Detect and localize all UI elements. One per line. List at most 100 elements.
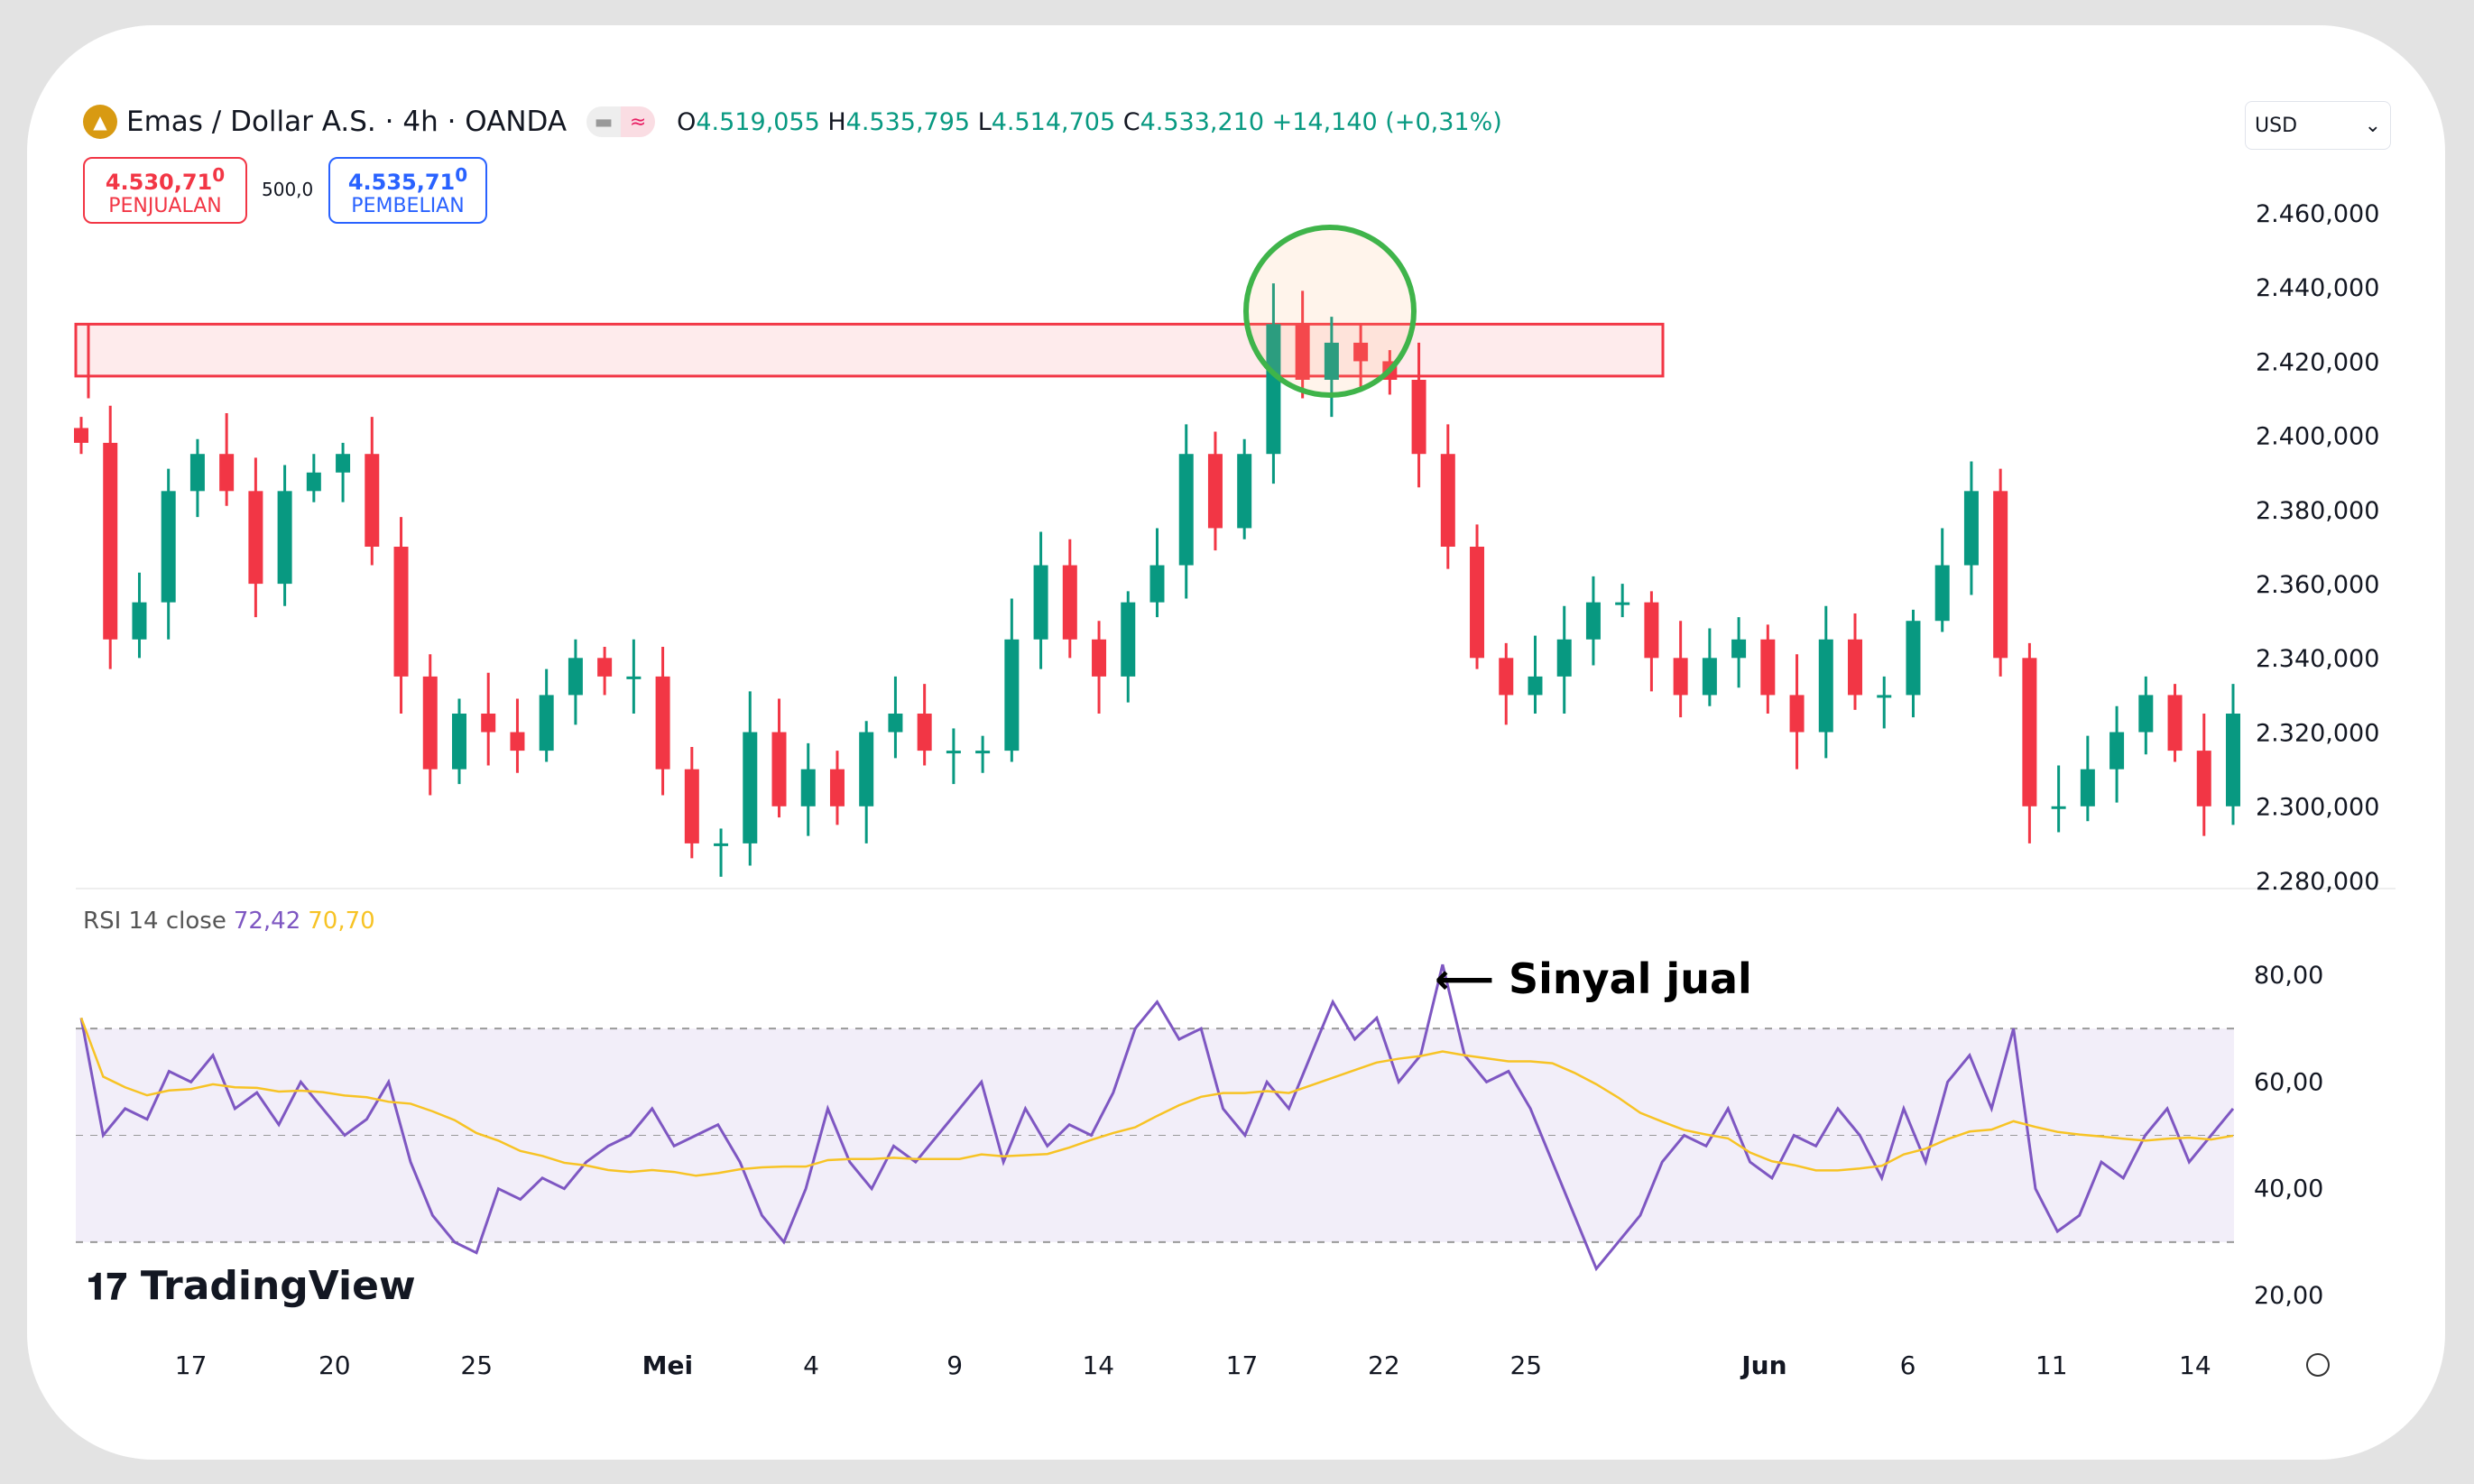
time-tick: 14 xyxy=(1082,1350,1114,1380)
candle xyxy=(1818,639,1833,733)
time-tick: 17 xyxy=(1226,1350,1259,1380)
candle xyxy=(277,491,292,585)
candle xyxy=(1470,547,1485,659)
time-tick: 25 xyxy=(1509,1350,1542,1380)
time-tick: 25 xyxy=(460,1350,493,1380)
candle xyxy=(1324,342,1339,380)
candle xyxy=(365,454,380,547)
candle xyxy=(219,454,235,492)
rsi-band xyxy=(76,1028,2234,1242)
candle xyxy=(539,695,554,751)
candle xyxy=(1295,324,1310,380)
sell-signal-annotation: ⟵ Sinyal jual xyxy=(1435,954,1752,1003)
candle xyxy=(1556,639,1572,677)
candle xyxy=(1585,602,1601,640)
candle xyxy=(189,454,205,492)
price-tick: 2.300,000 xyxy=(2256,794,2379,822)
time-tick: 4 xyxy=(803,1350,819,1380)
time-tick: 20 xyxy=(318,1350,351,1380)
candle xyxy=(1207,454,1223,529)
time-tick: 9 xyxy=(946,1350,963,1380)
rsi-line xyxy=(79,963,2235,1272)
candle xyxy=(946,751,961,754)
price-tick: 2.320,000 xyxy=(2256,719,2379,747)
candle xyxy=(1673,658,1688,696)
candle xyxy=(1178,454,1194,566)
symbol-title[interactable]: Emas / Dollar A.S. · 4h · OANDA xyxy=(126,106,568,138)
price-tick: 2.400,000 xyxy=(2256,423,2379,451)
price-tick: 2.360,000 xyxy=(2256,571,2379,599)
candle xyxy=(2051,806,2066,809)
candle xyxy=(481,714,496,733)
candle xyxy=(771,732,787,807)
candle xyxy=(1062,565,1077,640)
price-tick: 2.280,000 xyxy=(2256,868,2379,896)
time-tick: 14 xyxy=(2179,1350,2211,1380)
rsi-legend: RSI 14 close 72,42 70,70 xyxy=(83,908,375,935)
candle xyxy=(248,491,263,585)
candle xyxy=(1353,342,1369,362)
candle xyxy=(1149,565,1165,603)
candle xyxy=(306,472,321,492)
wave-icon[interactable]: ≈ xyxy=(621,106,656,137)
candle xyxy=(1440,454,1455,547)
rsi-tick: 60,00 xyxy=(2254,1068,2323,1096)
candle xyxy=(2080,769,2095,807)
tradingview-logo: 𝟏𝟕 TradingView xyxy=(87,1263,416,1309)
candle xyxy=(1877,695,1892,698)
price-tick: 2.420,000 xyxy=(2256,348,2379,376)
candle xyxy=(2138,695,2154,733)
buy-button[interactable]: 4.535,710 PEMBELIAN xyxy=(328,157,487,224)
candle xyxy=(1121,602,1136,677)
candle xyxy=(1702,658,1717,696)
candle xyxy=(1004,639,1020,751)
candle xyxy=(1266,324,1281,455)
candle xyxy=(626,676,642,679)
price-tick: 2.440,000 xyxy=(2256,274,2379,302)
time-tick: 11 xyxy=(2036,1350,2068,1380)
rsi-tick: 20,00 xyxy=(2254,1282,2323,1310)
candle xyxy=(393,547,409,677)
candle xyxy=(714,843,729,846)
candle xyxy=(161,491,176,603)
candle xyxy=(1993,491,2008,659)
candle xyxy=(859,732,874,807)
hide-icon[interactable]: ▬ xyxy=(586,106,622,137)
candle xyxy=(1237,454,1252,529)
candle xyxy=(1760,639,1776,696)
candle xyxy=(568,658,583,696)
time-tick: 6 xyxy=(1900,1350,1916,1380)
candle xyxy=(1934,565,1950,622)
price-tick: 2.380,000 xyxy=(2256,497,2379,525)
candle xyxy=(1644,602,1659,659)
highlight-circle xyxy=(1243,225,1417,398)
candle xyxy=(2196,751,2211,807)
time-tick: 22 xyxy=(1368,1350,1400,1380)
candle xyxy=(2022,658,2037,807)
sell-button[interactable]: 4.530,710 PENJUALAN xyxy=(83,157,247,224)
currency-select[interactable]: USD ⌄ xyxy=(2245,101,2391,150)
candle xyxy=(103,442,118,640)
rsi-tick: 40,00 xyxy=(2254,1175,2323,1203)
candle xyxy=(743,732,758,843)
candle xyxy=(1731,639,1747,659)
candle xyxy=(2226,714,2240,807)
time-tick: 17 xyxy=(175,1350,208,1380)
candle xyxy=(1789,695,1805,733)
visibility-toggle[interactable]: ▬ ≈ xyxy=(586,106,656,137)
settings-icon[interactable] xyxy=(2306,1353,2330,1377)
candle xyxy=(1963,491,1979,566)
time-tick: Mei xyxy=(642,1350,693,1380)
candle xyxy=(1615,602,1630,605)
candle xyxy=(655,676,670,770)
candle xyxy=(1848,639,1863,696)
time-tick: Jun xyxy=(1740,1350,1786,1380)
candle xyxy=(917,714,932,751)
chevron-down-icon: ⌄ xyxy=(2364,115,2381,137)
candle xyxy=(829,769,845,807)
ohlc-values: O4.519,055 H4.535,795 L4.514,705 C4.533,… xyxy=(677,107,1502,136)
candle xyxy=(336,454,351,473)
candle xyxy=(1528,676,1543,696)
candle xyxy=(2109,732,2125,770)
